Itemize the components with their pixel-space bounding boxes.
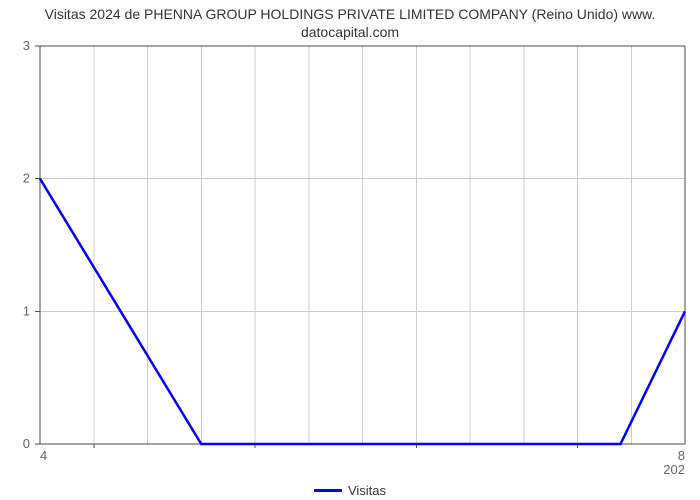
line-chart: 0 1 2 3 4 8202 xyxy=(0,0,700,500)
svg-text:202: 202 xyxy=(663,462,685,477)
svg-text:0: 0 xyxy=(23,436,30,451)
svg-text:3: 3 xyxy=(23,38,30,53)
svg-text:2: 2 xyxy=(23,171,30,186)
svg-text:4: 4 xyxy=(40,448,47,463)
legend-swatch xyxy=(314,489,342,492)
legend-label: Visitas xyxy=(348,483,386,498)
svg-text:1: 1 xyxy=(23,303,30,318)
legend-item-visitas: Visitas xyxy=(314,483,386,498)
svg-text:8: 8 xyxy=(678,448,685,463)
chart-legend: Visitas xyxy=(0,480,700,498)
